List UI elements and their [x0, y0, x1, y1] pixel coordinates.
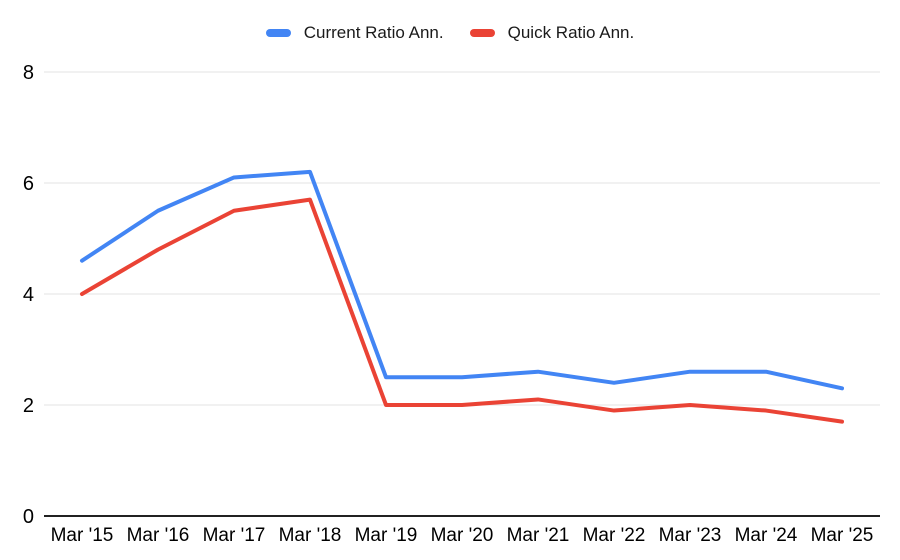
legend-label-quick-ratio: Quick Ratio Ann. [507, 23, 635, 42]
legend-label-current-ratio: Current Ratio Ann. [303, 23, 444, 42]
x-tick-label-0: Mar '15 [51, 525, 114, 546]
legend-item-current-ratio[interactable]: Current Ratio Ann. [265, 22, 444, 44]
legend-swatch-quick-ratio [469, 29, 495, 37]
y-tick-label-2: 2 [23, 395, 34, 417]
y-tick-label-0: 0 [23, 506, 34, 528]
x-tick-label-8: Mar '23 [659, 525, 722, 546]
x-tick-label-6: Mar '21 [507, 525, 570, 546]
series-line-1-quick-ratio-ann[interactable] [80, 197, 844, 424]
series-line-0-current-ratio-ann[interactable] [80, 169, 844, 391]
y-tick-label-4: 4 [23, 284, 34, 306]
x-tick-label-10: Mar '25 [811, 525, 874, 546]
x-tick-label-4: Mar '19 [355, 525, 418, 546]
legend-item-quick-ratio[interactable]: Quick Ratio Ann. [469, 22, 635, 44]
x-tick-label-9: Mar '24 [735, 525, 798, 546]
x-tick-label-5: Mar '20 [431, 525, 494, 546]
x-tick-label-3: Mar '18 [279, 525, 342, 546]
chart-legend: Current Ratio Ann. Quick Ratio Ann. [0, 22, 900, 44]
x-tick-label-2: Mar '17 [203, 525, 266, 546]
y-tick-label-6: 6 [23, 173, 34, 195]
x-tick-label-7: Mar '22 [583, 525, 646, 546]
y-tick-label-8: 8 [23, 62, 34, 84]
x-tick-label-1: Mar '16 [127, 525, 190, 546]
legend-swatch-current-ratio [265, 29, 291, 37]
